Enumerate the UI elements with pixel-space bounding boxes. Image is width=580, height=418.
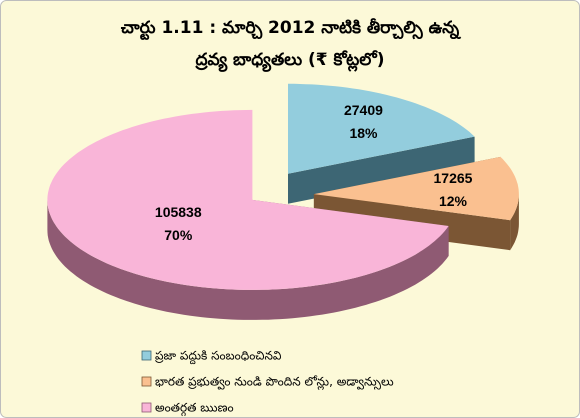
slice xyxy=(288,83,475,174)
legend-swatch xyxy=(141,350,152,361)
legend-label: అంతర్గత ఋణం xyxy=(155,401,234,417)
chart-title: చార్టు 1.11 : మార్చి 2012 నాటికి తీర్చాల… xyxy=(121,18,461,40)
legend-label: ప్రజా పద్దుకి సంబంధించినవి xyxy=(155,349,282,365)
data-label: 70% xyxy=(164,227,193,243)
slice xyxy=(313,156,519,221)
slice-side xyxy=(47,199,449,320)
slice-side xyxy=(510,194,519,251)
slice xyxy=(47,109,449,290)
data-label: 17265 xyxy=(434,170,473,186)
data-label: 27409 xyxy=(344,102,383,118)
data-label: 105838 xyxy=(155,204,202,220)
slice-side xyxy=(288,136,475,204)
data-label: 12% xyxy=(439,193,468,209)
legend-swatch xyxy=(141,402,152,413)
legend-swatch xyxy=(141,376,152,387)
chart-title: ద్రవ్య బాధ్యతలు (₹ కోట్లలో) xyxy=(194,50,384,72)
legend-label: భారత ప్రభుత్వం నుండి పొందిన లోన్లు, అడ్వ… xyxy=(155,375,394,391)
data-label: 18% xyxy=(349,125,378,141)
